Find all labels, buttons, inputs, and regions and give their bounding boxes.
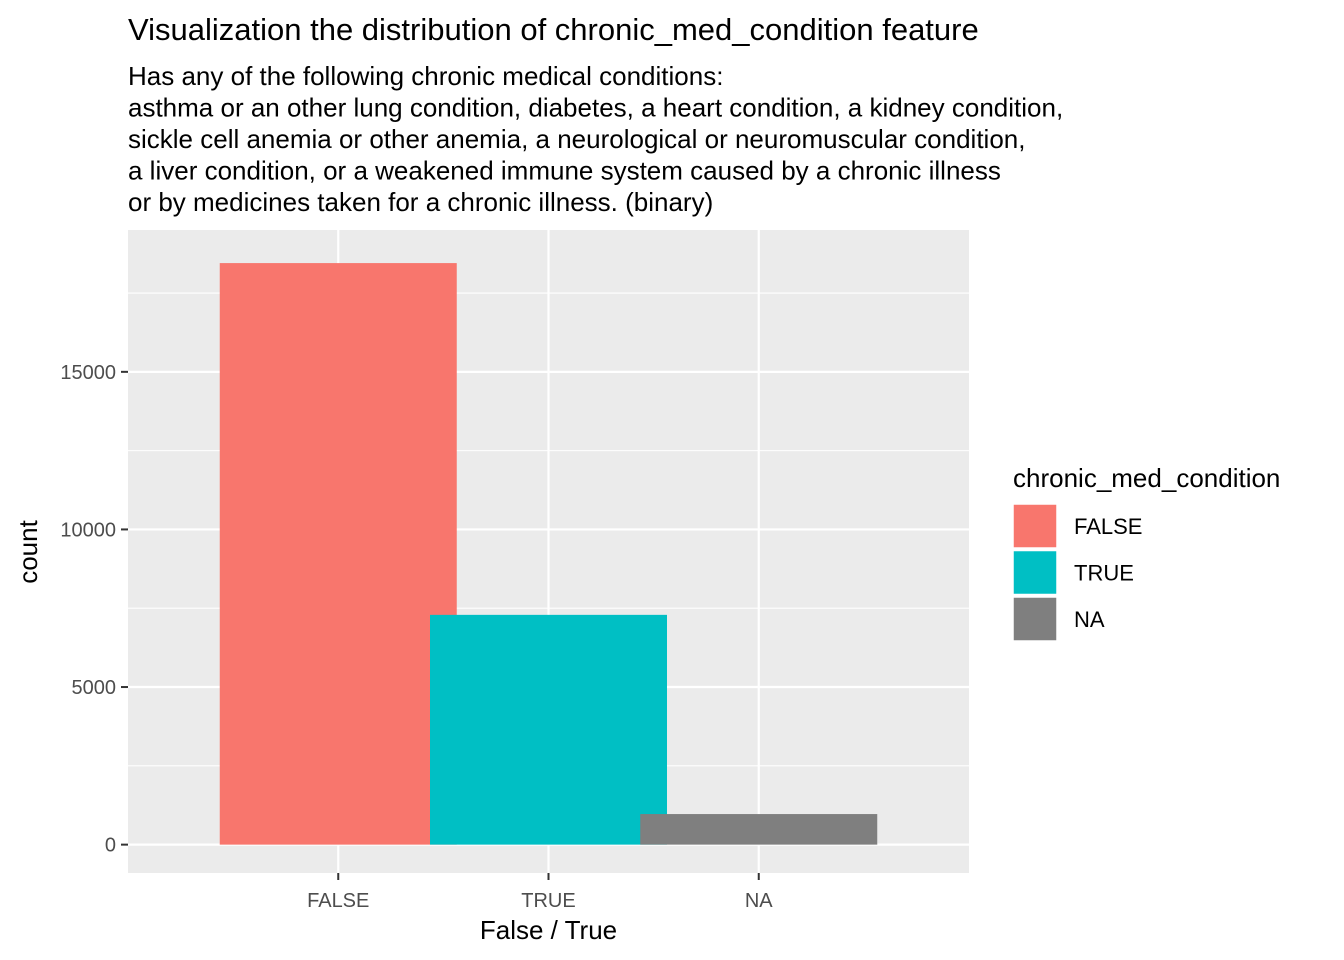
subtitle-line: or by medicines taken for a chronic illn…	[128, 187, 713, 217]
bar-false	[219, 263, 457, 845]
y-tick-label: 10000	[60, 519, 116, 541]
x-axis: FALSE TRUE NA	[307, 873, 773, 912]
subtitle-line: Has any of the following chronic medical…	[128, 61, 723, 91]
legend-key	[1012, 503, 1058, 549]
subtitle-line: a liver condition, or a weakened immune …	[128, 156, 1001, 186]
x-axis-title: False / True	[480, 915, 617, 945]
legend-label: FALSE	[1074, 514, 1142, 539]
legend-title: chronic_med_condition	[1013, 463, 1280, 493]
legend-label: TRUE	[1074, 561, 1134, 586]
bars	[219, 263, 878, 845]
x-tick-label: FALSE	[307, 890, 369, 912]
chart-subtitle: Has any of the following chronic medical…	[128, 61, 1063, 217]
legend-key	[1012, 596, 1058, 642]
chart-title: Visualization the distribution of chroni…	[128, 12, 979, 47]
y-tick-label: 0	[105, 835, 116, 857]
x-tick-label: TRUE	[521, 890, 575, 912]
y-axis: 0 5000 10000 15000	[60, 362, 128, 857]
y-axis-title: count	[13, 519, 43, 583]
y-tick-label: 5000	[72, 677, 117, 699]
subtitle-line: asthma or an other lung condition, diabe…	[128, 93, 1063, 123]
y-tick-label: 15000	[60, 362, 116, 384]
bar-true	[430, 614, 667, 845]
legend-label: NA	[1074, 607, 1105, 632]
subtitle-line: sickle cell anemia or other anemia, a ne…	[128, 124, 1025, 154]
bar-na	[640, 814, 878, 845]
legend: chronic_med_condition FALSE TRUE NA	[1012, 463, 1280, 642]
legend-key	[1012, 549, 1058, 596]
x-tick-label: NA	[745, 890, 773, 912]
